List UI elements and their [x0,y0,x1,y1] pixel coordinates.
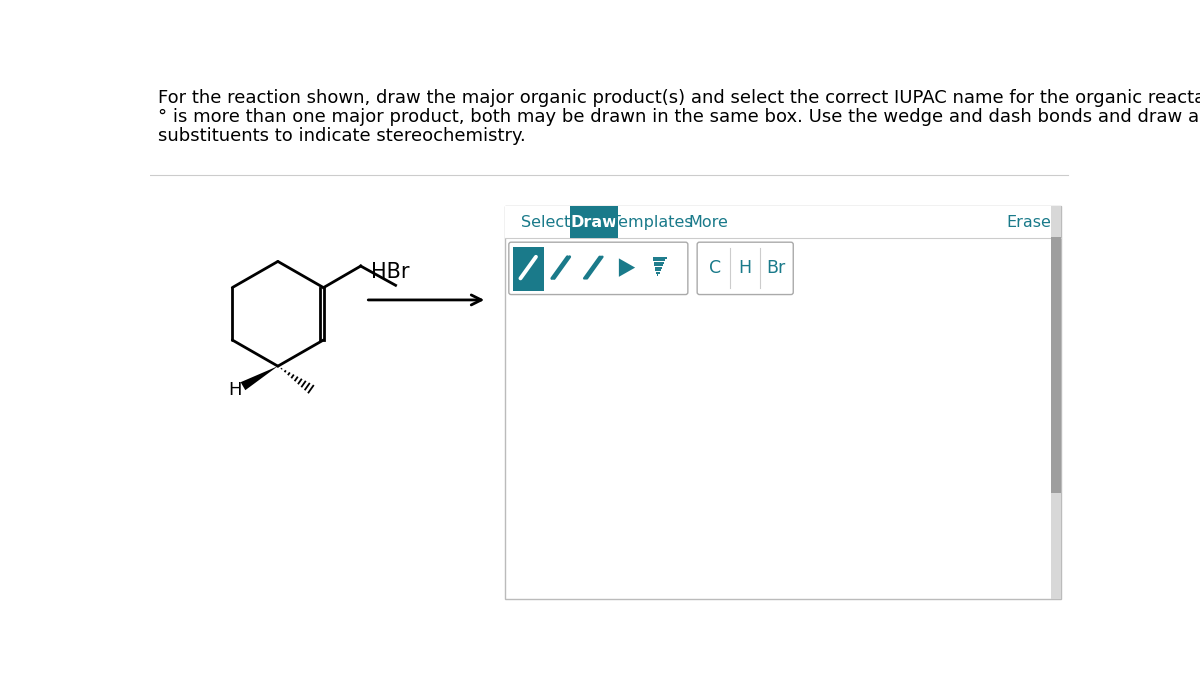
FancyBboxPatch shape [509,242,688,295]
Text: H: H [228,381,242,399]
Text: More: More [689,215,728,230]
Bar [505,206,1062,238]
Polygon shape [619,258,635,277]
Bar [505,206,1062,599]
Bar [570,206,618,238]
Text: C: C [709,259,721,277]
Text: substituents to indicate stereochemistry.: substituents to indicate stereochemistry… [157,128,526,146]
Text: Templates: Templates [611,215,694,230]
Text: Select: Select [521,215,570,230]
Text: Erase: Erase [1007,215,1051,230]
Bar [1050,206,1062,599]
Text: Draw: Draw [571,215,618,230]
Bar [1051,237,1061,493]
Text: H: H [739,259,751,277]
Polygon shape [241,366,278,390]
FancyBboxPatch shape [697,242,793,295]
Text: For the reaction shown, draw the major organic product(s) and select the correct: For the reaction shown, draw the major o… [157,89,1200,107]
Text: ° is more than one major product, both may be drawn in the same box. Use the wed: ° is more than one major product, both m… [157,108,1200,126]
Text: Br: Br [766,259,785,277]
Bar [512,247,544,291]
Text: HBr: HBr [371,262,409,282]
